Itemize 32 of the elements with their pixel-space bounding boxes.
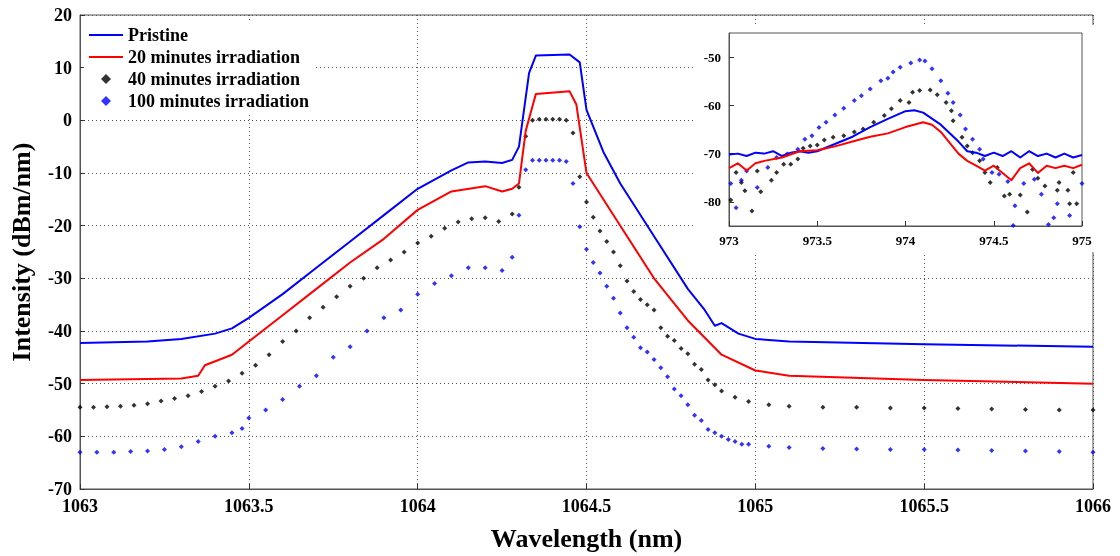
y-tick-label: -70	[703, 146, 721, 162]
y-tick-label: -10	[48, 163, 72, 183]
y-tick-label: -50	[48, 373, 72, 394]
x-tick-label: 1066	[1075, 496, 1111, 516]
x-tick-label: 1064	[399, 496, 436, 516]
y-tick-label: -50	[703, 49, 721, 65]
x-tick-label: 1064.5	[561, 496, 612, 516]
x-tick-label: 1065.5	[899, 496, 949, 516]
x-tick-label: 975	[1072, 233, 1093, 248]
y-axis-title: Intensity (dBm/nm)	[6, 142, 36, 362]
y-tick-label: -70	[48, 479, 72, 499]
legend-label: 40 minutes irradiation	[128, 69, 301, 89]
legend-label: 100 minutes irradiation	[128, 91, 310, 111]
y-tick-label: -20	[48, 215, 72, 236]
y-tick-label: -60	[703, 97, 721, 113]
x-tick-label: 973	[719, 233, 740, 248]
x-tick-label: 1065	[737, 496, 774, 516]
x-tick-label: 973.5	[802, 233, 833, 248]
x-tick-label: 974	[895, 233, 916, 248]
x-tick-label: 1063.5	[224, 496, 274, 516]
x-tick-label: 974.5	[979, 233, 1009, 248]
x-axis-title: Wavelength (nm)	[490, 523, 683, 553]
legend-label: Pristine	[128, 25, 188, 45]
y-tick-label: -60	[48, 426, 72, 447]
y-tick-label: 20	[54, 5, 72, 25]
y-tick-label: 0	[63, 110, 72, 131]
y-tick-label: -40	[48, 321, 72, 341]
x-tick-label: 1063	[62, 496, 98, 516]
y-tick-label: 10	[54, 57, 72, 78]
legend-label: 20 minutes irradiation	[128, 47, 301, 67]
y-tick-label: -80	[703, 194, 721, 210]
y-tick-label: -30	[48, 268, 72, 289]
